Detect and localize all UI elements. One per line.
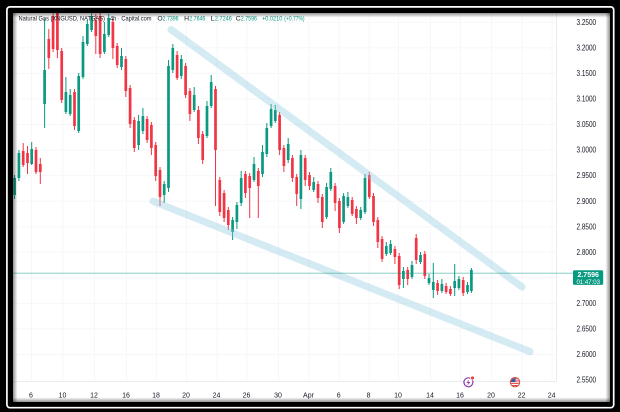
svg-text:24: 24 [548, 392, 556, 399]
svg-text:3.0000: 3.0000 [577, 146, 597, 155]
svg-text:O: O [157, 15, 162, 22]
svg-text:24: 24 [213, 392, 221, 399]
svg-text:+0.0210: +0.0210 [262, 15, 282, 22]
svg-text:6: 6 [337, 392, 341, 399]
svg-text:16: 16 [122, 392, 130, 399]
svg-text:H: H [184, 15, 189, 22]
svg-text:3.2000: 3.2000 [577, 44, 597, 53]
svg-text:10: 10 [394, 392, 402, 399]
svg-text:2.7396: 2.7396 [163, 15, 179, 22]
svg-text:16: 16 [456, 392, 464, 399]
svg-text:18: 18 [152, 392, 160, 399]
svg-text:2.8500: 2.8500 [577, 222, 597, 231]
svg-text:Apr: Apr [303, 392, 315, 399]
svg-text:2.8000: 2.8000 [577, 248, 597, 257]
svg-text:6: 6 [29, 392, 33, 399]
svg-text:C: C [236, 15, 241, 22]
svg-text:3.1500: 3.1500 [577, 69, 597, 78]
svg-text:2.6000: 2.6000 [577, 350, 597, 359]
svg-text:2.7246: 2.7246 [215, 15, 232, 22]
svg-text:2.6500: 2.6500 [577, 325, 597, 334]
svg-text:12: 12 [90, 392, 98, 399]
svg-text:10: 10 [59, 392, 67, 399]
svg-text:2.7596: 2.7596 [577, 271, 599, 279]
svg-text:3.2500: 3.2500 [577, 18, 597, 27]
svg-text:30: 30 [274, 392, 282, 399]
svg-text:2.7000: 2.7000 [577, 299, 597, 308]
svg-text:2.9000: 2.9000 [577, 197, 597, 206]
svg-text:26: 26 [243, 392, 251, 399]
svg-text:2.5500: 2.5500 [577, 376, 597, 385]
svg-text:3.1000: 3.1000 [577, 95, 597, 104]
svg-text:8: 8 [367, 392, 371, 399]
svg-text:3.0500: 3.0500 [577, 120, 597, 129]
svg-text:Natural Gas (XNGUSD, NATGAS) ·: Natural Gas (XNGUSD, NATGAS) · 4h · Capi… [19, 15, 152, 22]
svg-text:14: 14 [426, 392, 434, 399]
svg-text:(+0.77%): (+0.77%) [284, 15, 304, 22]
svg-text:22: 22 [518, 392, 526, 399]
svg-text:2.7646: 2.7646 [189, 15, 205, 22]
svg-text:01:47:03: 01:47:03 [576, 279, 600, 286]
svg-text:20: 20 [487, 392, 495, 399]
svg-text:2.7596: 2.7596 [241, 15, 257, 22]
svg-text:20: 20 [182, 392, 190, 399]
svg-text:2.9500: 2.9500 [577, 171, 597, 180]
svg-text:L: L [211, 15, 215, 22]
